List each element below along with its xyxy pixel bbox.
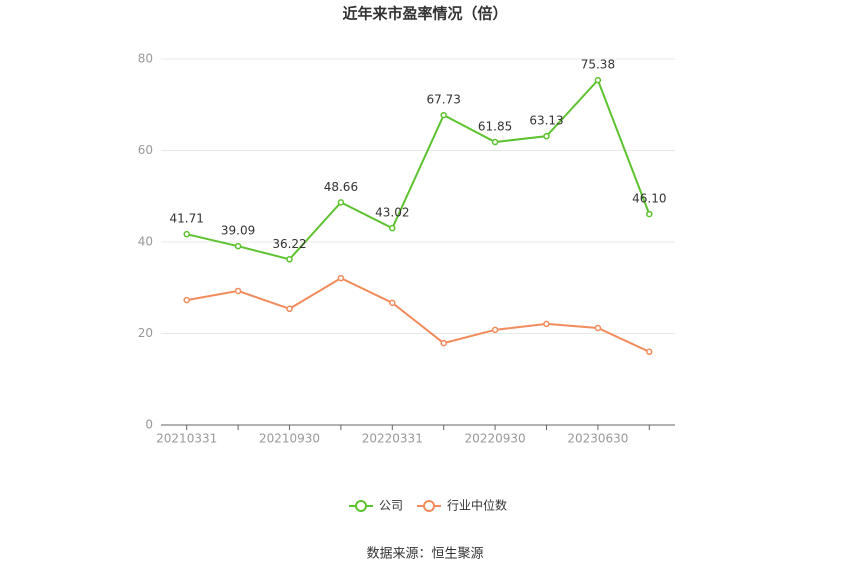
legend-marker [423,500,436,512]
point [646,348,653,356]
series-line [186,78,651,261]
point [286,305,293,313]
point [389,224,396,232]
data-label: 67.73 [427,93,461,107]
point [183,230,190,238]
data-label: 36.22 [272,237,306,251]
legend-label: 行业中位数 [447,498,507,513]
point [183,296,190,304]
y-tick-label: 20 [138,326,153,340]
legend-marker [355,500,367,512]
series-line [186,277,650,353]
source: 数据来源：恒生聚源 [366,547,483,562]
data-label: 46.10 [632,192,666,206]
point [440,339,447,347]
point [286,256,293,263]
data-label: 39.09 [221,224,255,238]
data-label: 48.66 [324,180,358,194]
x-tick-label: 20210331 [156,432,217,446]
point [337,199,345,206]
point [646,210,653,218]
point [594,324,602,332]
x-tick-label: 20220331 [362,432,423,446]
point [337,274,345,282]
point [543,132,550,140]
x-tick-label: 20230630 [567,432,628,446]
y-tick-label: 0 [145,418,153,432]
point [594,76,602,84]
data-label: 41.71 [170,212,204,226]
y-tick-label: 80 [138,52,153,66]
point [234,242,242,250]
data-label: 75.38 [581,58,615,72]
y-tick-label: 60 [138,143,153,157]
point [543,320,550,328]
point [440,111,447,119]
point [389,299,396,307]
point [234,287,242,295]
data-label: 43.02 [375,206,409,220]
data-label: 61.85 [478,120,512,134]
chart-title: 近年来市盈率情况（倍） [342,5,507,23]
x-tick-label: 20220930 [465,432,526,446]
point [491,326,499,334]
x-tick-label: 20210930 [259,432,320,446]
legend-label: 公司 [379,499,403,513]
data-label: 63.13 [529,114,563,128]
point [491,138,499,146]
y-tick-label: 40 [138,235,153,249]
